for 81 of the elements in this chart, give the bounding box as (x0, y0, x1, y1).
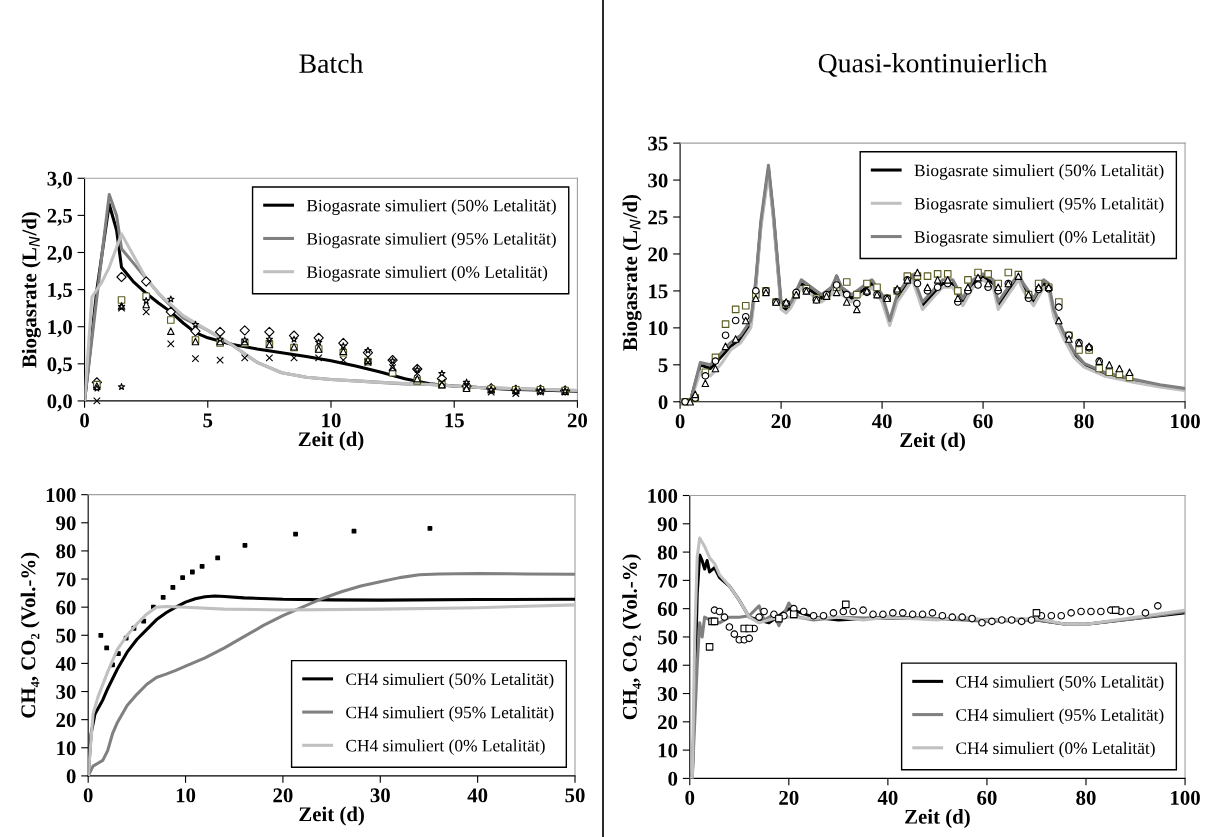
y-tick-label: 1,0 (48, 320, 72, 338)
y-tick-label: 3,0 (47, 171, 72, 189)
x-tick-label: 60 (977, 790, 997, 805)
y-tick-label: 40 (657, 658, 678, 673)
x-tick-label: 60 (973, 414, 993, 429)
y-tick-label: 15 (649, 284, 668, 299)
y-tick-label: 80 (56, 544, 76, 559)
y-axis-title: CH₄, CO₂ (Vol.-%) (622, 554, 642, 720)
x-tick-label: 5 (203, 413, 213, 428)
x-tick-label: 100 (1171, 414, 1200, 429)
y-tick-label: 5 (658, 358, 668, 373)
x-tick-label: 30 (370, 788, 390, 803)
x-tick-label: 20 (567, 413, 588, 428)
x-tick-label: 80 (1076, 790, 1096, 805)
y-tick-label: 100 (648, 488, 678, 503)
x-tick-label: 10 (176, 788, 196, 803)
y-tick-label: 50 (56, 628, 76, 643)
y-tick-label: 90 (56, 516, 76, 531)
legend-label: Biogasrate simuliert (0% Letalität) (914, 230, 1155, 247)
y-tick-label: 25 (648, 210, 668, 225)
legend-label: CH4 simuliert (95% Letalität) (346, 706, 554, 722)
y-tick-label: 2,5 (47, 208, 72, 226)
y-tick-label: 20 (56, 713, 76, 728)
x-tick-label: 80 (1074, 414, 1094, 429)
x-tick-label: 0 (83, 788, 93, 803)
y-tick-label: 80 (657, 545, 678, 560)
x-tick-label: 0 (685, 790, 695, 805)
x-axis-title: Zeit (d) (905, 809, 970, 828)
y-tick-label: 20 (658, 715, 678, 730)
y-tick-label: 30 (56, 684, 76, 699)
y-axis-title: CH₄, CO₂ (Vol.-%) (20, 552, 40, 718)
x-tick-label: 40 (871, 414, 892, 429)
x-tick-label: 0 (80, 413, 89, 428)
y-tick-label: 100 (46, 488, 76, 503)
x-tick-label: 100 (1171, 790, 1200, 805)
x-axis-title: Zeit (d) (900, 432, 965, 452)
y-tick-label: 0,5 (47, 357, 72, 375)
y-tick-label: 10 (658, 743, 678, 758)
legend-label: Biogasrate simuliert (50% Letalität) (914, 164, 1164, 180)
y-tick-label: 20 (648, 247, 668, 262)
y-tick-label: 1,5 (48, 283, 72, 301)
y-axis-title: Biogasrate (L$_{N}$/d) (622, 194, 642, 351)
y-tick-label: 30 (648, 173, 668, 188)
x-tick-label: 40 (877, 790, 898, 805)
y-tick-label: 70 (56, 572, 76, 587)
legend-label: Biogasrate simuliert (95% Letalität) (914, 197, 1164, 214)
x-tick-label: 20 (779, 790, 799, 805)
y-tick-label: 50 (657, 630, 678, 645)
y-tick-label: 2,0 (47, 245, 72, 263)
y-tick-label: 40 (55, 656, 76, 671)
legend-label: CH4 simuliert (95% Letalität) (956, 708, 1164, 725)
legend-label: CH4 simuliert (50% Letalität) (346, 672, 554, 689)
legend-label: Biogasrate simuliert (0% Letalität) (306, 265, 548, 282)
legend-label: Biogasrate simuliert (50% Letalität) (306, 199, 556, 216)
y-axis-title: Biogasrate (L$_{N}$/d) (21, 212, 41, 368)
chart-title: Quasi-kontinuierlich (818, 53, 1048, 77)
x-axis-title: Zeit (d) (298, 431, 364, 451)
chart-title: Batch (299, 53, 364, 73)
y-tick-label: 70 (658, 573, 678, 588)
y-tick-label: 0 (66, 769, 76, 784)
legend-label: CH4 simuliert (50% Letalität) (956, 675, 1164, 692)
y-tick-label: 30 (657, 686, 678, 701)
y-tick-label: 10 (649, 321, 668, 336)
x-axis-title: Zeit (d) (299, 806, 364, 826)
x-tick-label: 20 (771, 414, 791, 429)
legend-label: CH4 simuliert (0% Letalität) (956, 741, 1155, 758)
y-tick-label: 60 (657, 602, 678, 617)
y-tick-label: 60 (56, 600, 76, 615)
x-tick-label: 15 (445, 413, 464, 428)
x-tick-label: 20 (273, 788, 293, 803)
y-tick-label: 90 (657, 517, 678, 532)
y-tick-label: 0 (668, 771, 678, 786)
y-tick-label: 0 (658, 395, 668, 410)
x-tick-label: 40 (467, 788, 488, 803)
x-tick-label: 50 (565, 788, 585, 803)
y-tick-label: 0,0 (47, 394, 72, 412)
y-tick-label: 10 (57, 741, 76, 756)
y-tick-label: 35 (648, 136, 668, 151)
legend-label: CH4 simuliert (0% Letalität) (346, 739, 545, 756)
x-tick-label: 10 (322, 413, 341, 428)
legend-label: Biogasrate simuliert (95% Letalität) (306, 232, 556, 249)
